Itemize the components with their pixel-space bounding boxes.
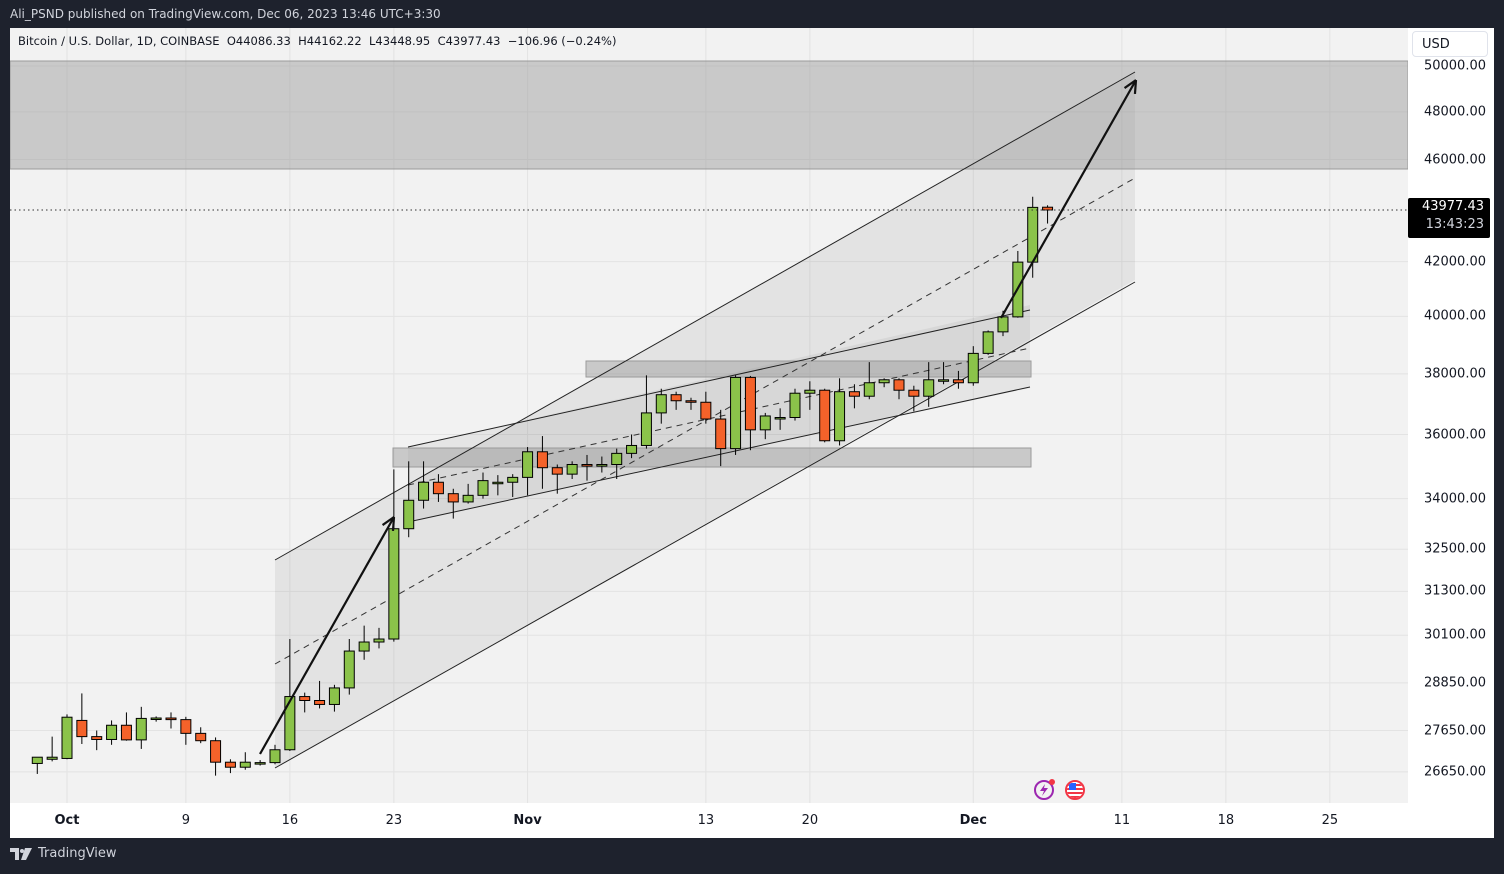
published-header: Ali_PSND published on TradingView.com, D… <box>0 0 1504 28</box>
price-tick: 28850.00 <box>1423 675 1486 691</box>
price-tick: 36000.00 <box>1423 427 1486 442</box>
price-tick: 32500.00 <box>1423 541 1486 557</box>
price-tick: 40000.00 <box>1423 308 1486 324</box>
tradingview-logo-icon <box>10 847 32 860</box>
change-value: −106.96 (−0.24%) <box>507 34 617 48</box>
published-text: Ali_PSND published on TradingView.com, D… <box>10 7 441 21</box>
price-tick: 46000.00 <box>1423 152 1486 168</box>
time-tick: Dec <box>959 813 987 828</box>
chart-plot-area[interactable] <box>10 28 1408 803</box>
time-axis[interactable]: Oct 9 16 23 Nov 13 20 Dec 11 18 25 <box>10 803 1408 838</box>
price-tick: 26650.00 <box>1423 764 1486 780</box>
time-tick: 23 <box>385 813 403 828</box>
price-tick: 48000.00 <box>1423 104 1486 120</box>
currency-selector[interactable]: USD <box>1412 31 1488 57</box>
open-value: O44086.33 <box>226 34 291 48</box>
price-tick: 31300.00 <box>1423 583 1486 599</box>
symbol-name: Bitcoin / U.S. Dollar, 1D, COINBASE <box>18 34 220 48</box>
time-tick: 16 <box>281 813 299 828</box>
price-tick: 50000.00 <box>1423 58 1486 74</box>
low-value: L43448.95 <box>368 34 431 48</box>
us-flag-event-icon[interactable] <box>1065 780 1085 800</box>
tradingview-footer: TradingView <box>10 846 117 861</box>
time-tick: 18 <box>1217 813 1235 828</box>
price-axis[interactable]: 50000.00 48000.00 46000.00 42000.00 40000.00… <box>1408 28 1494 803</box>
time-tick: 20 <box>801 813 819 828</box>
close-value: C43977.43 <box>437 34 501 48</box>
time-tick: 13 <box>697 813 715 828</box>
time-tick: Oct <box>54 813 80 828</box>
time-tick: 25 <box>1321 813 1339 828</box>
lightning-event-icon[interactable] <box>1034 779 1055 800</box>
candlestick-chart[interactable] <box>10 28 1408 803</box>
time-tick: 9 <box>181 813 190 828</box>
symbol-legend: Bitcoin / U.S. Dollar, 1D, COINBASE O440… <box>18 34 616 48</box>
high-value: H44162.22 <box>298 34 362 48</box>
last-price-label: 43977.43 13:43:23 <box>1408 198 1490 238</box>
price-tick: 38000.00 <box>1423 366 1486 382</box>
bar-countdown: 13:43:23 <box>1425 217 1484 232</box>
price-tick: 34000.00 <box>1423 491 1486 507</box>
tradingview-brand: TradingView <box>38 846 117 861</box>
price-tick: 27650.00 <box>1423 723 1486 739</box>
last-price-value: 43977.43 <box>1421 199 1484 214</box>
time-tick: Nov <box>513 813 542 828</box>
price-tick: 30100.00 <box>1423 627 1486 643</box>
price-tick: 42000.00 <box>1423 254 1486 270</box>
time-tick: 11 <box>1113 813 1131 828</box>
